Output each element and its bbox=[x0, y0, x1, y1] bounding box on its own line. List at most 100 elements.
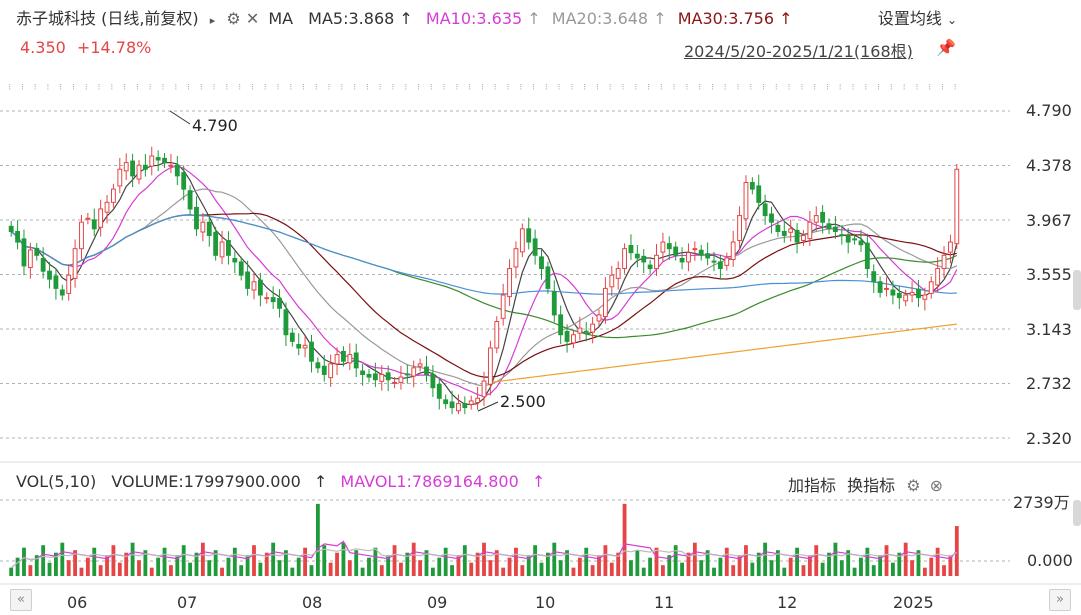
candle bbox=[564, 324, 570, 353]
candle bbox=[219, 230, 225, 265]
volume-bar bbox=[181, 545, 186, 576]
candle bbox=[756, 174, 762, 210]
event-marker: ⁝ bbox=[481, 83, 484, 93]
volume-bar bbox=[232, 547, 237, 576]
candle bbox=[743, 175, 749, 231]
candle-body bbox=[788, 228, 794, 233]
scroll-left-button[interactable]: « bbox=[10, 589, 32, 611]
candle-body bbox=[526, 228, 532, 243]
event-marker: ⁝ bbox=[570, 83, 573, 93]
candle bbox=[181, 165, 187, 201]
volume-bar bbox=[156, 557, 161, 576]
volume-bar bbox=[673, 545, 678, 576]
candle-body bbox=[845, 234, 851, 243]
candle bbox=[449, 390, 455, 415]
candle bbox=[468, 395, 474, 410]
x-tick: 10 bbox=[535, 593, 556, 612]
event-marker: ⁝ bbox=[622, 83, 625, 93]
candle-body bbox=[456, 403, 461, 412]
candle bbox=[296, 333, 302, 356]
date-range[interactable]: 2024/5/20-2025/1/21(168根) bbox=[684, 38, 913, 62]
candle-body bbox=[181, 172, 187, 190]
volume-bar bbox=[507, 557, 512, 576]
candle bbox=[660, 232, 666, 262]
candle bbox=[142, 154, 148, 177]
event-marker: ⁝ bbox=[8, 83, 11, 93]
volume-bar bbox=[22, 547, 26, 576]
candle-body bbox=[66, 274, 72, 294]
expand-icon[interactable]: ▸ bbox=[209, 14, 216, 27]
event-marker: ⁝ bbox=[162, 83, 165, 93]
candle-body bbox=[935, 268, 941, 286]
ma-label: MA bbox=[268, 9, 294, 28]
volume-bar bbox=[367, 557, 371, 576]
candle bbox=[941, 246, 947, 278]
ma-settings-label: 设置均线 bbox=[877, 9, 942, 28]
candle bbox=[737, 206, 742, 250]
volume-bar bbox=[469, 562, 474, 576]
candle bbox=[826, 218, 832, 235]
event-marker: ⁝ bbox=[647, 83, 650, 93]
volume-bar bbox=[137, 560, 141, 576]
event-marker: ⁝ bbox=[468, 83, 471, 93]
volume-bar bbox=[660, 565, 665, 576]
candle-body bbox=[500, 294, 506, 319]
gear-icon[interactable]: ⚙ bbox=[226, 9, 241, 28]
candle-body bbox=[609, 274, 615, 288]
double-chevron-right-icon: » bbox=[1056, 592, 1064, 607]
volume-bar bbox=[545, 552, 550, 576]
close-icon[interactable]: ⊗ bbox=[929, 476, 944, 495]
volume-bar bbox=[392, 545, 397, 576]
volume-bar bbox=[290, 567, 295, 576]
volume-bar bbox=[92, 547, 97, 576]
candle bbox=[392, 377, 397, 389]
candle-body bbox=[226, 239, 231, 256]
candle-body bbox=[813, 215, 819, 223]
volume-bar bbox=[718, 557, 723, 576]
candle-body bbox=[852, 238, 857, 241]
volume-bar bbox=[756, 552, 761, 576]
price-tick: 2.320 bbox=[1026, 429, 1072, 448]
candle-body bbox=[40, 257, 46, 272]
candle bbox=[34, 243, 40, 261]
volume-bar bbox=[865, 547, 870, 576]
candle-body bbox=[98, 208, 104, 228]
candle-body bbox=[826, 223, 832, 230]
switch-indicator-button[interactable]: 换指标 bbox=[847, 476, 896, 495]
candle-body bbox=[890, 289, 896, 296]
candle-body bbox=[494, 320, 500, 349]
ma-settings-button[interactable]: 设置均线 ⌄ bbox=[878, 5, 957, 29]
candle bbox=[845, 228, 851, 254]
candle bbox=[909, 281, 915, 303]
volume-bar bbox=[622, 503, 627, 576]
scroll-right-button[interactable]: » bbox=[1049, 589, 1071, 611]
volume-bar bbox=[846, 550, 851, 576]
pin-icon[interactable]: 📌 bbox=[936, 38, 956, 57]
event-marker: ⁝ bbox=[941, 83, 944, 93]
volume-bar bbox=[475, 552, 480, 576]
volume-bar bbox=[373, 547, 378, 576]
candle-body bbox=[168, 164, 174, 167]
event-marker: ⁝ bbox=[596, 83, 599, 93]
mavol1-arrow-icon: ↑ bbox=[531, 472, 546, 491]
gear-icon[interactable]: ⚙ bbox=[906, 476, 921, 495]
candle-body bbox=[264, 297, 270, 300]
side-scroll-handle[interactable] bbox=[1073, 270, 1081, 310]
volume-bar bbox=[494, 550, 499, 576]
candle bbox=[123, 153, 129, 181]
candle bbox=[72, 239, 78, 288]
candle-body bbox=[686, 252, 691, 263]
candle bbox=[456, 394, 461, 415]
candle-body bbox=[858, 240, 864, 246]
volume-bar bbox=[635, 550, 640, 576]
close-icon[interactable]: ✕ bbox=[245, 9, 260, 28]
side-scroll-handle-lower[interactable] bbox=[1073, 500, 1081, 526]
candle bbox=[487, 340, 493, 396]
event-marker: ⁝ bbox=[277, 83, 280, 93]
add-indicator-button[interactable]: 加指标 bbox=[788, 476, 837, 495]
candle bbox=[513, 241, 519, 279]
ma10-value: MA10:3.635 bbox=[425, 9, 523, 28]
candle-body bbox=[289, 332, 295, 342]
candle bbox=[788, 219, 794, 242]
